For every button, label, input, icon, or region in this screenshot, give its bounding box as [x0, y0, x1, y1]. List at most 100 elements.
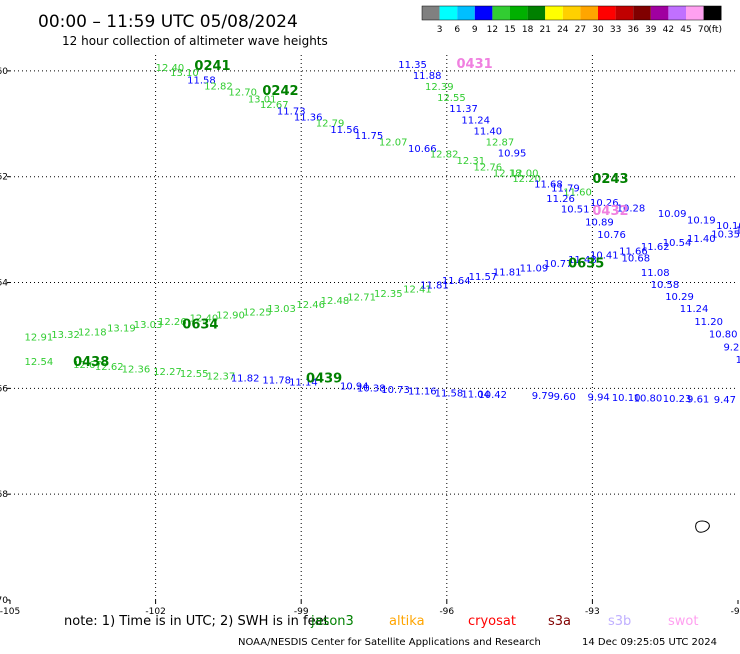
scale-swatch	[545, 6, 563, 20]
wave-height-value: 11.64	[442, 276, 471, 287]
footer-timestamp: 14 Dec 09:25:05 UTC 2024	[582, 637, 717, 648]
wave-height-value: 12.00	[510, 169, 539, 180]
scale-swatch	[492, 6, 510, 20]
wave-height-value: 12.67	[73, 360, 102, 371]
wave-height-value: 12.40	[156, 63, 185, 74]
wave-height-value: 10.73	[381, 385, 410, 396]
scale-swatch	[703, 6, 722, 20]
wave-height-value: 11.40	[687, 234, 716, 245]
wave-height-value: 12.90	[216, 311, 245, 322]
wave-height-value: 12.82	[204, 81, 233, 92]
wave-height-value: 10.58	[651, 280, 680, 291]
wave-height-value: 12.87	[486, 137, 515, 148]
wave-height-value: 10.94	[340, 381, 369, 392]
figure-footer: note: 1) Time is in UTC; 2) SWH is in fe…	[64, 614, 717, 648]
wave-height-value: 11.66	[619, 246, 648, 257]
wave-height-value: 11.36	[294, 113, 323, 124]
track-0242: 12.6711.7311.3612.7911.5611.7512.0710.66…	[260, 84, 541, 185]
lat-tick-label: -62	[0, 173, 8, 183]
wave-height-value: 11.40	[473, 126, 502, 137]
wave-height-value: 11.24	[461, 115, 490, 126]
wave-height-value: 13.32	[51, 330, 80, 341]
wave-height-value: 11.20	[694, 317, 723, 328]
scale-swatch	[457, 6, 475, 20]
wave-height-value: 10.23	[663, 394, 692, 405]
scale-swatch	[580, 6, 598, 20]
scale-tick-label: 15	[504, 25, 515, 35]
wave-height-value: 9.47	[714, 395, 736, 406]
lat-tick-label: -70	[0, 596, 8, 606]
wave-height-value: 10.66	[408, 144, 437, 155]
wave-height-value: 12.35	[374, 289, 403, 300]
scale-swatch	[668, 6, 686, 20]
track-pass-label: 0241	[194, 59, 230, 74]
lon-tick-label: -99	[294, 607, 309, 617]
scale-frame	[421, 5, 722, 21]
wave-height-value: 10.68	[622, 253, 651, 264]
wave-height-value: 12.70	[228, 88, 257, 99]
wave-height-value: 9.60	[554, 392, 576, 403]
page-subtitle: 12 hour collection of altimeter wave hei…	[62, 34, 328, 48]
wave-height-value: 11.14	[289, 378, 318, 389]
wave-height-value: 12.26	[158, 317, 187, 328]
track-pass-label: 0242	[262, 84, 298, 99]
wave-height-value: 11.08	[641, 268, 670, 279]
wave-height-value: 13.03	[267, 304, 296, 315]
wave-height-value: 11.24	[680, 304, 709, 315]
wave-height-value: 12.91	[25, 333, 54, 344]
wave-height-value: 12.27	[153, 367, 182, 378]
track-pass-label: 0431	[457, 57, 493, 72]
lat-tick-label: -68	[0, 490, 8, 500]
wave-height-value: 12.55	[437, 93, 466, 104]
satellite-legend-item: cryosat	[468, 614, 516, 629]
wave-height-value: 13.19	[107, 324, 136, 335]
wave-height-value: 11.09	[520, 263, 549, 274]
wave-height-value: 11.37	[449, 104, 478, 115]
wave-height-value: 10.09	[658, 209, 687, 220]
wave-height-value: 10.89	[585, 217, 614, 228]
scale-tick-label: 3	[437, 25, 443, 35]
lon-tick-label: -93	[585, 607, 600, 617]
wave-height-value: 10.28	[617, 204, 646, 215]
scale-swatch	[686, 6, 704, 20]
wave-height-value: 12.55	[180, 369, 209, 380]
wave-height-value: 10.42	[478, 390, 507, 401]
satellite-legend: jason3 altika cryosat s3a s3b swot	[310, 614, 698, 629]
scale-tick-label: 21	[539, 25, 550, 35]
wave-height-value: 12.37	[207, 371, 236, 382]
scale-swatch	[510, 6, 528, 20]
wave-height-value: 10.54	[663, 238, 692, 249]
wave-height-value: 12.67	[260, 100, 289, 111]
scale-tick-label: 9	[472, 25, 478, 35]
map-plot-area: -105 -102 -99 -96 -93 -90 -60 -62 -64 -66 -68 -70 1…	[0, 55, 740, 617]
wave-height-value: 10.26	[590, 198, 619, 209]
wave-height-value: 12.76	[473, 162, 502, 173]
wave-height-value: 11.88	[413, 71, 442, 82]
scale-tick-label: 36	[627, 25, 639, 35]
scale-swatch	[615, 6, 634, 20]
wave-height-value: 13.01	[248, 95, 277, 106]
wave-height-value: 11.35	[398, 60, 427, 71]
wave-height-value: 11.81	[420, 280, 449, 291]
track-pass-label: 0439	[306, 372, 342, 387]
axis-tick-labels: -105 -102 -99 -96 -93 -90 -60 -62 -64 -66 -68 -70	[0, 67, 740, 617]
track-pass-label: 0634	[182, 318, 218, 333]
track-0431: 11.3511.8812.3912.5511.3711.2411.4012.87…	[398, 57, 740, 366]
lat-tick-label: -60	[0, 67, 8, 77]
satellite-legend-item: altika	[389, 614, 425, 629]
wave-height-value: 10.38	[357, 384, 386, 395]
wave-height-value: 10.29	[665, 292, 694, 303]
wave-height-value: 12.25	[243, 307, 272, 318]
wave-height-value: 11.75	[355, 131, 384, 142]
page-title: 00:00 – 11:59 UTC 05/08/2024	[38, 12, 298, 32]
lon-tick-label: -96	[439, 607, 454, 617]
wave-height-value: 11.82	[231, 373, 260, 384]
wave-height-value: 9.27	[723, 342, 740, 353]
scale-swatch	[562, 6, 581, 20]
wave-height-value: 12.46	[296, 300, 325, 311]
